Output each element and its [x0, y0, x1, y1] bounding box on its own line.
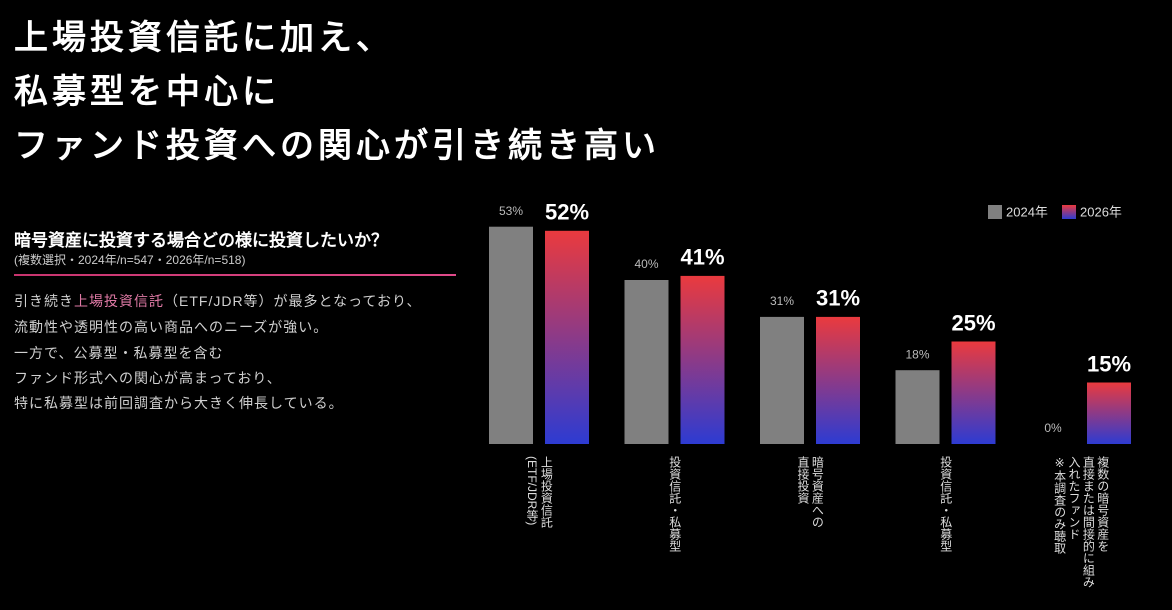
bar — [1087, 382, 1131, 444]
bar — [760, 316, 804, 444]
x-tick-label: 上場投資信託 (ETF/JDR等) — [525, 456, 554, 528]
body-line: 流動性や透明性の高い商品へのニーズが強い。 — [14, 319, 329, 335]
x-tick-label: 複数の暗号資産を 直接または間接的に組み 入れたファンド ※本調査のみ聴取 — [1052, 456, 1110, 588]
text: 引き続き — [14, 293, 74, 309]
body-line: 特に私募型は前回調査から大きく伸長している。 — [14, 395, 344, 411]
x-tick-label: 暗号資産への 直接投資 — [796, 456, 825, 528]
value-label: 40% — [634, 257, 658, 271]
value-label: 41% — [680, 245, 724, 270]
bar — [545, 230, 589, 444]
bar — [489, 226, 533, 444]
bar — [680, 275, 725, 444]
value-label: 53% — [499, 204, 523, 218]
title-line: 上場投資信託に加え、 — [14, 19, 394, 57]
title-line: 私募型を中心に — [14, 73, 280, 111]
body-line: ファンド形式への関心が高まっており、 — [14, 370, 282, 386]
bar — [951, 341, 996, 444]
text: （ETF/JDR等）が最多となっており、 — [164, 293, 422, 309]
value-label: 31% — [770, 294, 794, 308]
divider — [14, 274, 456, 276]
question: 暗号資産に投資する場合どの様に投資したいか？ — [14, 231, 388, 250]
value-label: 25% — [951, 310, 995, 335]
value-label: 0% — [1044, 421, 1062, 435]
legend-label: 2024年 — [1006, 204, 1048, 219]
value-label: 15% — [1087, 351, 1131, 376]
bar — [895, 370, 940, 444]
note: (複数選択・2024年/n=547・2026年/n=518) — [14, 253, 246, 267]
title-line: ファンド投資への関心が引き続き高い — [14, 127, 660, 165]
value-label: 31% — [816, 286, 860, 311]
x-tick-label: 投資信託・私募型 — [667, 456, 682, 552]
x-tick-label: 投資信託・私募型 — [938, 456, 953, 552]
bar — [624, 280, 669, 444]
value-label: 52% — [545, 200, 589, 225]
bar — [816, 316, 860, 444]
legend-swatch — [1062, 205, 1076, 219]
legend-swatch — [988, 205, 1002, 219]
value-label: 18% — [905, 347, 929, 361]
body-line: 引き続き上場投資信託（ETF/JDR等）が最多となっており、 — [14, 291, 421, 311]
legend-label: 2026年 — [1080, 204, 1122, 219]
body-line: 一方で、公募型・私募型を含む — [14, 345, 224, 361]
highlight: 上場投資信託 — [74, 293, 164, 309]
